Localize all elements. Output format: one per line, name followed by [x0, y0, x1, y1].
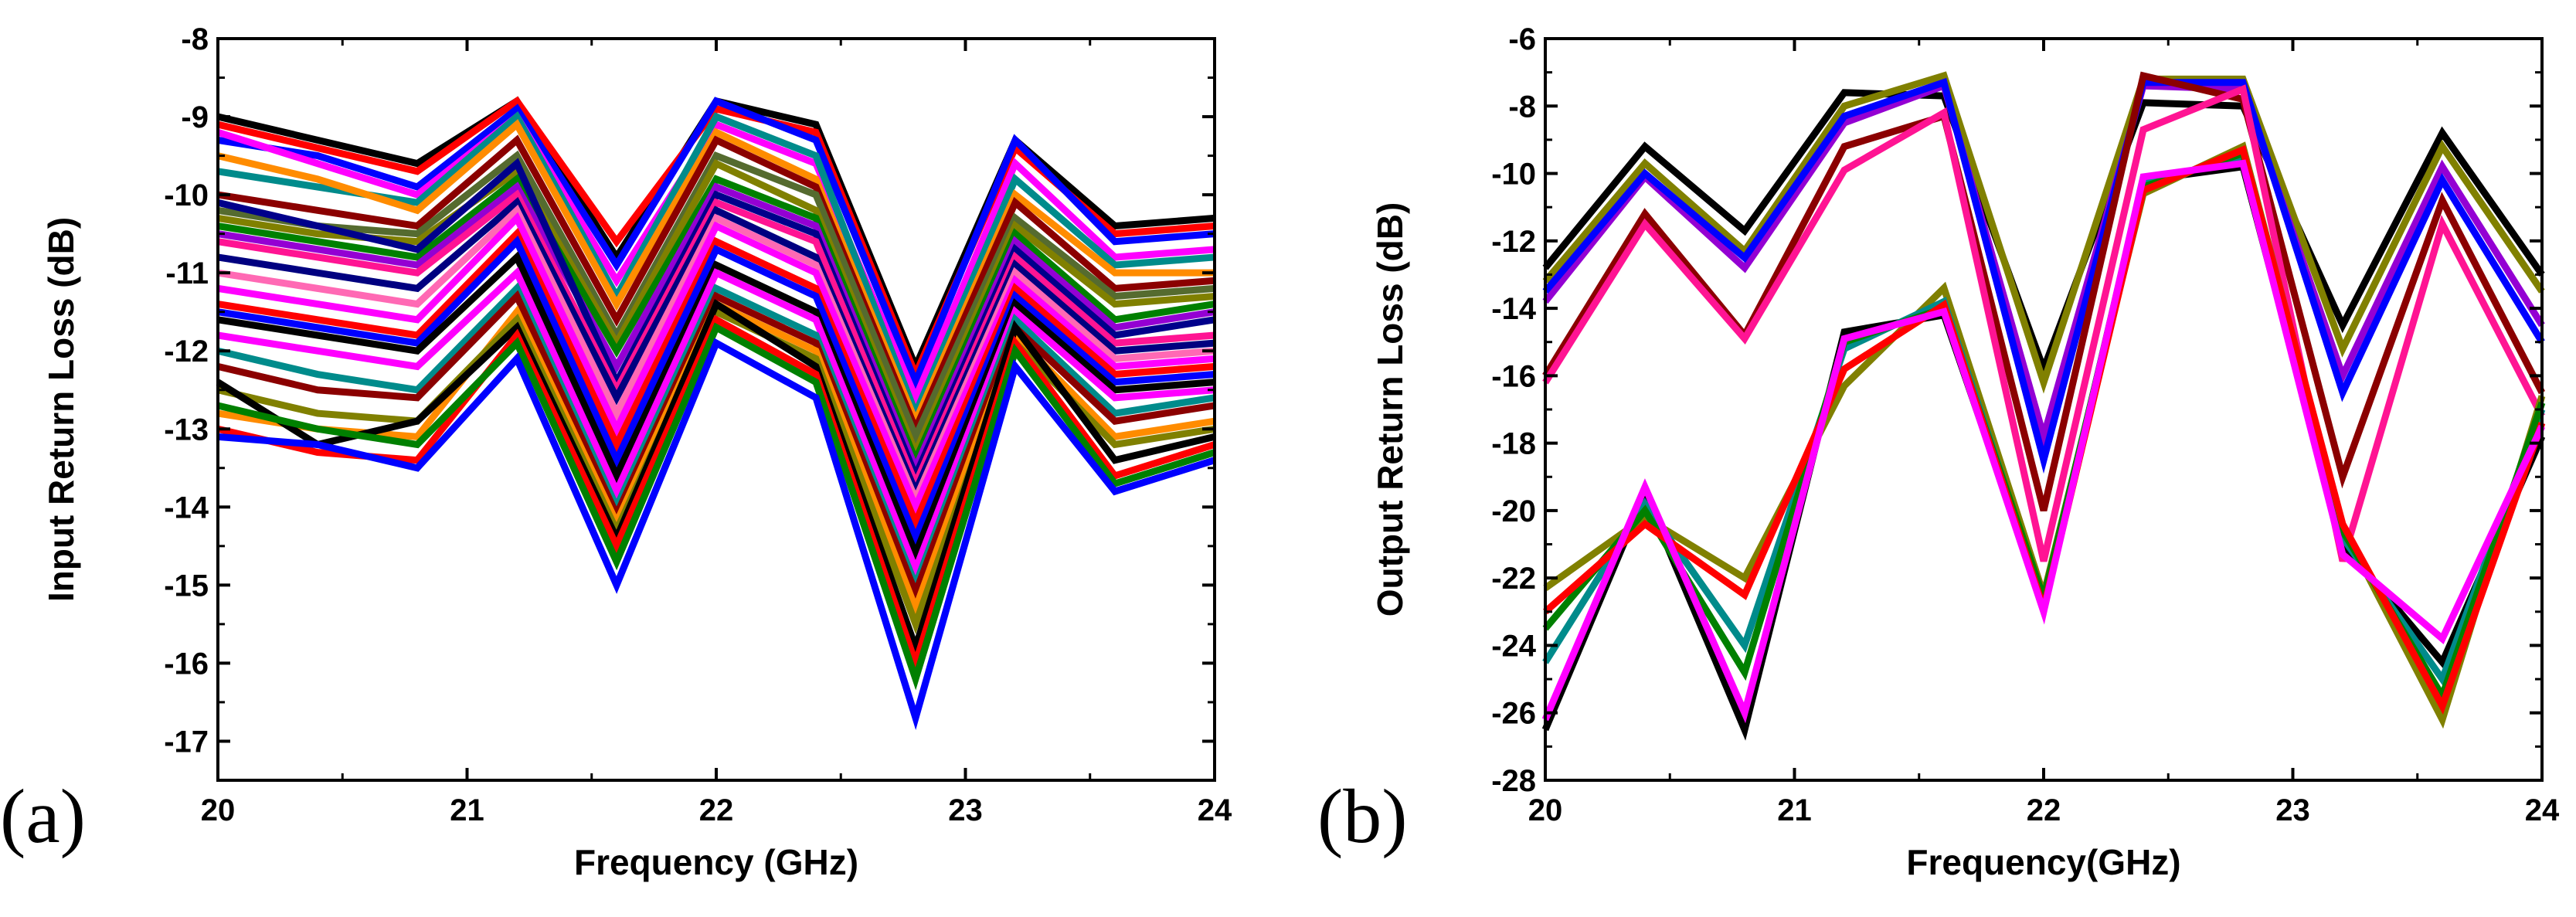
chart-b-x-tick-label: 22: [2027, 793, 2061, 827]
chart-a-series-line-11: [217, 182, 1215, 477]
chart-b-y-tick-label: -10: [1491, 158, 1536, 192]
chart-a-x-tick-label: 22: [699, 793, 734, 827]
chart-a-series-line-19: [217, 251, 1215, 563]
chart-b-series-line-5: [1542, 71, 2545, 512]
chart-b-x-tick-label: 20: [1528, 793, 1563, 827]
chart-a-series-line-12: [216, 158, 1215, 485]
chart-a-series-line-15: [217, 204, 1215, 508]
chart-b-plot-frame: [1544, 37, 2544, 782]
chart-a-y-tick-label: -14: [164, 491, 209, 525]
chart-a-series-line-13: [217, 189, 1215, 493]
chart-a-y-tick-label: -11: [165, 256, 209, 290]
chart-b-y-tick-label: -14: [1491, 292, 1537, 326]
chart-b-y-tick-label: -28: [1491, 764, 1536, 798]
chart-b: 20 21 22 23 24 -28 -26 -24 -22 -20 -18 -16 -14 -12 -10…: [1317, 22, 2560, 882]
chart-a-y-tick-label: -12: [164, 335, 209, 368]
chart-a-series-line-25: [216, 298, 1216, 659]
chart-a-series-layer: [216, 96, 1216, 730]
chart-a-x-tick-label: 24: [1198, 793, 1232, 827]
chart-b-y-tick-label: -26: [1491, 697, 1536, 731]
chart-b-y-axis-label: Output Return Loss (dB): [1370, 202, 1410, 617]
chart-b-series-line-2: [1542, 71, 2545, 394]
chart-b-y-tick-label: -8: [1508, 90, 1536, 124]
chart-b-y-tick-label: -16: [1491, 359, 1536, 393]
chart-a-x-axis-label: Frequency (GHz): [574, 842, 858, 882]
chart-a-y-axis-label: Input Return Loss (dB): [41, 217, 81, 602]
chart-b-y-tick-label: -6: [1508, 22, 1536, 56]
chart-a-series-line-6: [216, 119, 1215, 430]
chart-a-series-line-28: [217, 338, 1216, 730]
chart-a-series-line-17: [217, 227, 1215, 532]
chart-a-series-line-4: [216, 111, 1215, 407]
chart-a-series-line-10: [217, 174, 1215, 470]
chart-a-y-tick-label: -10: [164, 178, 209, 212]
chart-b-x-tick-label: 23: [2275, 793, 2310, 827]
chart-a-y-tick-label: -13: [164, 413, 209, 447]
chart-a-series-line-8: [217, 150, 1215, 446]
chart-b-series-layer: [1541, 71, 2546, 741]
chart-b-series-line-6: [1542, 84, 2545, 562]
chart-a-y-tick-label: -9: [181, 100, 209, 134]
chart-b-panel-label: (b): [1317, 773, 1408, 859]
chart-b-series-line-3: [1542, 81, 2545, 450]
chart-b-y-tick-label: -20: [1491, 494, 1536, 528]
chart-a-series-line-20: [217, 267, 1215, 579]
chart-b-series-line-1: [1542, 89, 2545, 379]
chart-b-series-line-12: [1541, 159, 2546, 724]
chart-a-series-line-18: [217, 235, 1215, 548]
chart-b-axes: 20 21 22 23 24 -28 -26 -24 -22 -20 -18 -16 -14 -12 -10…: [1491, 22, 2560, 827]
chart-a-x-tick-label: 20: [201, 793, 236, 827]
chart-a-y-tick-label: -16: [164, 647, 209, 681]
chart-b-y-tick-label: -24: [1491, 629, 1537, 663]
chart-a-series-line-21: [216, 282, 1215, 595]
chart-a-series-line-16: [217, 212, 1215, 516]
chart-a-x-tick-label: 21: [450, 793, 484, 827]
chart-b-y-tick-label: -12: [1491, 225, 1536, 259]
chart-a-series-line-7: [217, 134, 1215, 438]
chart-b-x-tick-label: 21: [1777, 793, 1812, 827]
chart-a-y-tick-label: -17: [164, 725, 209, 759]
chart-b-y-tick-label: -22: [1491, 562, 1536, 596]
chart-a-series-line-3: [217, 97, 1215, 392]
chart-b-x-axis-label: Frequency(GHz): [1906, 842, 2180, 882]
chart-a-axes: 20 21 22 23 24 -17 -16 -15 -14 -13 -12 -11 -10 -9 -8: [164, 22, 1232, 827]
chart-a-series-line-27: [216, 322, 1216, 691]
chart-a-y-tick-label: -8: [181, 22, 209, 56]
chart-b-y-tick-label: -18: [1491, 427, 1536, 461]
chart-a-series-line-22: [216, 290, 1215, 603]
chart-b-series-line-4: [1542, 77, 2545, 474]
chart-b-x-tick-label: 24: [2525, 793, 2560, 827]
chart-a-panel-label: (a): [0, 773, 86, 859]
chart-a-y-tick-label: -15: [164, 569, 209, 603]
chart-a-series-line-14: [217, 197, 1215, 501]
chart-a: 20 21 22 23 24 -17 -16 -15 -14 -13 -12 -11 -10 -9 -8 F…: [0, 22, 1232, 882]
chart-a-x-tick-label: 23: [948, 793, 983, 827]
